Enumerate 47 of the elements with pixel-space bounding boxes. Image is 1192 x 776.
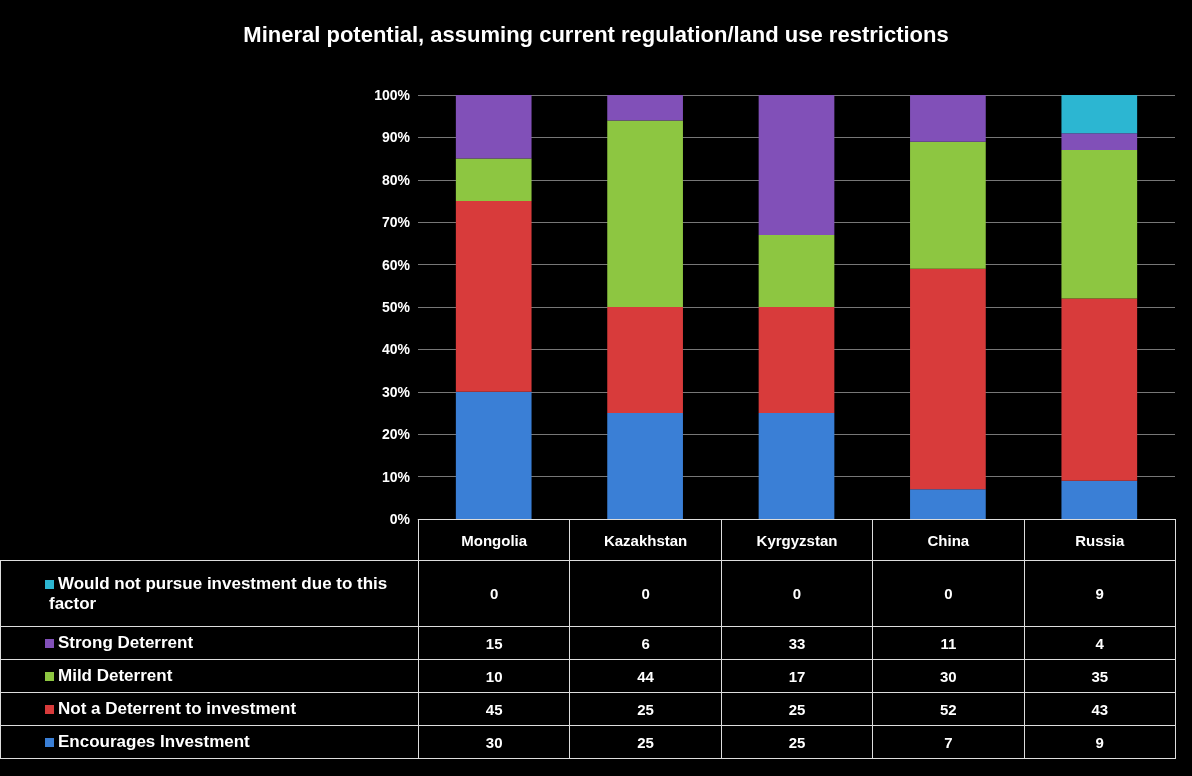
data-label: 6 (569, 626, 722, 660)
data-label: 7 (872, 725, 1025, 759)
y-tick-label: 40% (381, 341, 411, 358)
data-label: 0 (418, 560, 570, 627)
y-tick-label: 60% (381, 256, 411, 273)
data-label: 9 (1024, 725, 1176, 759)
data-label: 25 (721, 692, 873, 726)
legend-label: Would not pursue investment due to this factor (49, 573, 388, 613)
y-tick-label: 70% (381, 214, 411, 231)
data-label: 30 (418, 725, 570, 759)
x-tick-label: China (872, 519, 1025, 561)
y-tick-label: 30% (381, 383, 411, 400)
data-label: 43 (1024, 692, 1176, 726)
y-tick-label: 20% (381, 426, 411, 443)
data-label: 25 (721, 725, 873, 759)
data-label: 10 (418, 659, 570, 693)
x-tick-label: Kyrgyzstan (721, 519, 873, 561)
data-label: 52 (872, 692, 1025, 726)
x-tick-label: Mongolia (418, 519, 570, 561)
y-tick-label: 90% (381, 129, 411, 146)
data-label: 17 (721, 659, 873, 693)
y-tick-label: 10% (381, 468, 411, 485)
legend-label: Mild Deterrent (58, 666, 173, 685)
data-label: 0 (872, 560, 1025, 627)
legend-label: Strong Deterrent (58, 633, 194, 652)
data-label: 35 (1024, 659, 1176, 693)
data-label: 0 (721, 560, 873, 627)
data-label: 0 (569, 560, 722, 627)
data-label: 33 (721, 626, 873, 660)
legend-label: Encourages Investment (58, 732, 250, 751)
data-label: 4 (1024, 626, 1176, 660)
data-label: 15 (418, 626, 570, 660)
data-label: 25 (569, 725, 722, 759)
data-label: 30 (872, 659, 1025, 693)
y-tick-label: 50% (381, 299, 411, 315)
chart-title: Mineral potential, assuming current regulation/land use restrictions (243, 21, 949, 47)
x-tick-label: Kazakhstan (569, 519, 722, 561)
data-label: 25 (569, 692, 722, 726)
y-tick-label: 100% (374, 87, 411, 103)
y-tick-label: 80% (381, 171, 411, 188)
y-tick-label: 0% (389, 511, 411, 527)
data-label: 45 (418, 692, 570, 726)
data-label: 9 (1024, 560, 1176, 627)
data-label: 44 (569, 659, 722, 693)
legend-label: Not a Deterrent to investment (58, 699, 297, 718)
data-label: 11 (872, 626, 1025, 660)
x-tick-label: Russia (1024, 519, 1176, 561)
